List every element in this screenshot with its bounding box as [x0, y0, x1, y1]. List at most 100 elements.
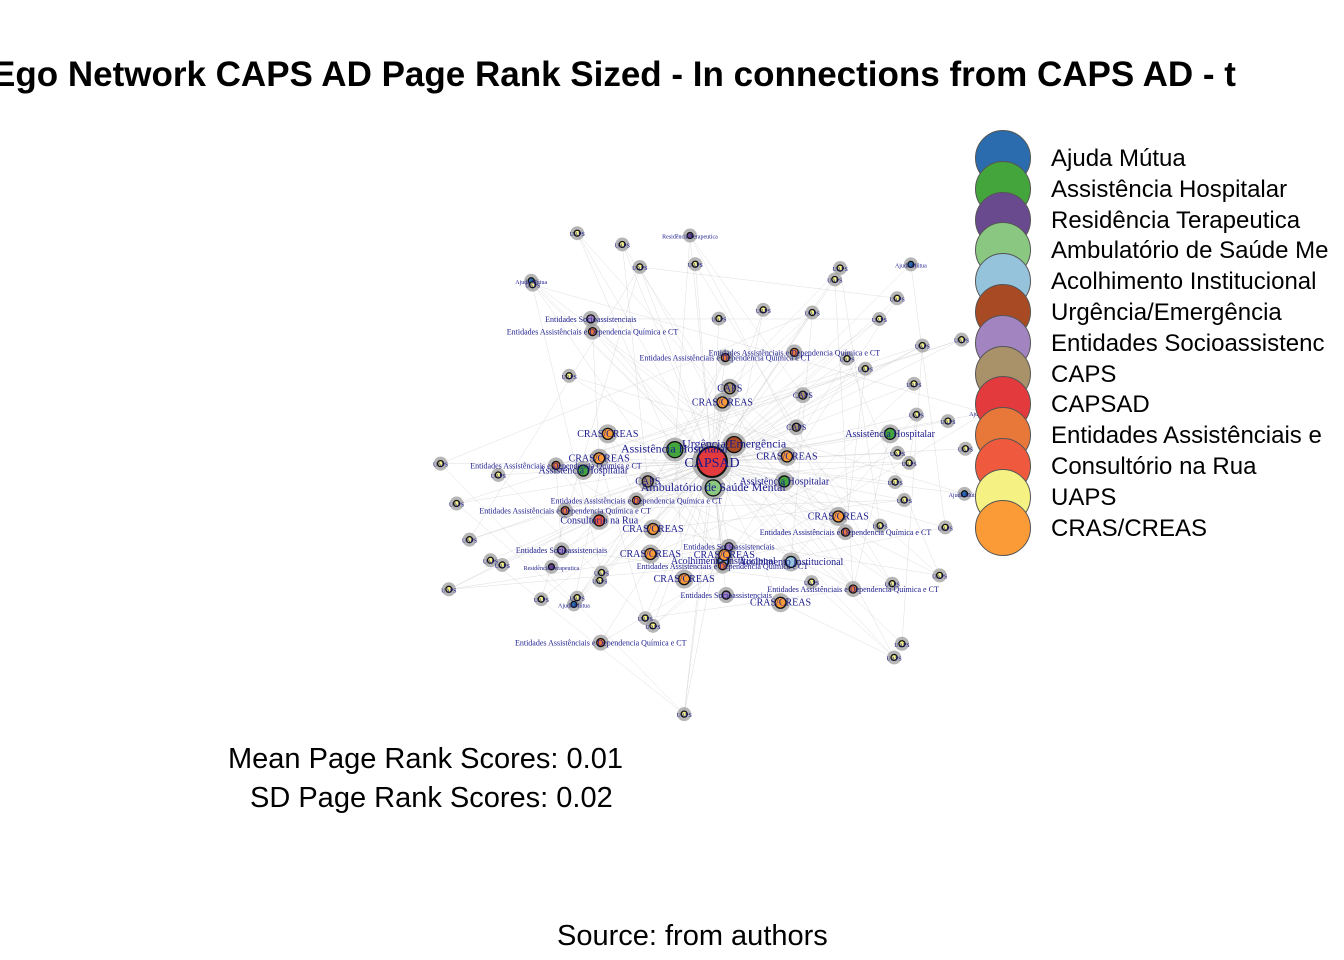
network-edge	[733, 444, 854, 590]
network-edge	[910, 264, 946, 528]
legend-label: Urgência/Emergência	[1051, 299, 1282, 326]
legend-label: Residência Terapeutica	[1051, 206, 1301, 234]
node-label: CRAS/CREAS	[750, 598, 811, 609]
node-label: UAPS	[832, 267, 847, 273]
legend-label: CAPSAD	[1051, 391, 1150, 419]
network-edge	[607, 433, 724, 562]
node-label: UAPS	[915, 345, 930, 351]
network-node	[890, 653, 898, 662]
network-node	[593, 514, 606, 527]
node-label: CRAS/CREAS	[577, 429, 638, 440]
network-node	[436, 459, 445, 468]
node-label: UAPS	[570, 232, 585, 238]
legend-item: Residência Terapeutica	[975, 191, 1344, 248]
node-label: Assistência Hospitalar	[845, 429, 935, 440]
legend-item: Entidades Socioassistenc	[975, 314, 1344, 371]
network-nodes	[436, 229, 989, 718]
node-label: UAPS	[433, 463, 448, 469]
network-edge	[711, 448, 966, 463]
network-node	[596, 637, 606, 648]
network-edge	[713, 487, 846, 533]
network-edge	[576, 233, 723, 566]
network-node	[883, 427, 897, 440]
network-node	[780, 450, 794, 463]
node-label: UAPS	[901, 462, 916, 468]
network-node	[452, 499, 461, 508]
legend-label: CAPS	[1051, 360, 1117, 388]
node-label: UAPS	[858, 368, 873, 374]
network-edge	[711, 461, 854, 590]
node-label: CRAS/CREAS	[569, 453, 630, 464]
network-node	[935, 571, 944, 580]
network-edge	[440, 463, 685, 715]
network-edge	[598, 458, 646, 619]
network-edge	[622, 244, 854, 590]
network-edge	[456, 461, 713, 504]
node-label: UAPS	[839, 358, 854, 364]
legend-label: Ambulatório de Saúde Me	[1051, 237, 1329, 265]
network-node	[704, 479, 722, 497]
legend-item: CRAS/CREAS	[975, 499, 1344, 556]
network-node	[573, 594, 581, 602]
node-label: UAPS	[887, 481, 902, 487]
network-node	[898, 640, 906, 648]
network-edge	[498, 474, 654, 627]
network-edge	[561, 549, 812, 583]
network-node	[691, 260, 699, 268]
legend-item: Entidades Assistênciais e	[975, 407, 1344, 464]
network-node	[631, 495, 642, 506]
network-edge	[711, 461, 903, 644]
node-label: Entidades Socioassistenciais	[545, 315, 636, 324]
network-edge	[565, 461, 713, 511]
network-node	[912, 410, 921, 419]
network-node	[774, 596, 787, 609]
network-node	[848, 584, 858, 594]
network-node	[666, 441, 684, 459]
network-node	[891, 478, 899, 486]
mean-page-rank: Mean Page Rank Scores: 0.01	[228, 743, 623, 775]
legend-label: Ajuda Mútua	[1051, 145, 1186, 172]
network-node	[843, 355, 851, 363]
network-edge	[711, 267, 841, 463]
network-edge	[592, 331, 713, 463]
node-label: UAPS	[805, 312, 820, 318]
legend-label: Acolhimento Institucional	[1051, 268, 1317, 296]
node-label: Entidades Assistênciais e Dependencia Qu…	[640, 354, 812, 363]
network-edge	[650, 553, 724, 562]
node-label: CRAS/CREAS	[654, 574, 715, 585]
node-label: UAPS	[615, 243, 630, 249]
network-edge	[711, 298, 898, 463]
network-edge	[711, 345, 923, 463]
network-edge	[645, 461, 713, 619]
network-node	[957, 336, 966, 344]
network-node	[593, 452, 606, 465]
network-edge	[811, 581, 895, 658]
node-label: UAPS	[940, 420, 955, 426]
node-label: Assistência Hospitalar	[739, 476, 829, 487]
network-edge	[456, 503, 575, 605]
network-node	[784, 555, 798, 569]
network-edge	[711, 461, 905, 501]
node-label: UAPS	[897, 499, 912, 505]
network-node	[720, 352, 730, 363]
network-node	[678, 572, 691, 586]
node-label: Residência Terapeutica	[524, 566, 580, 572]
network-edge	[674, 449, 685, 580]
network-node	[537, 595, 545, 603]
node-label: Entidades Assistênciais e Dependencia Qu…	[767, 585, 939, 594]
network-edge	[639, 266, 898, 299]
node-label: UAPS	[894, 643, 909, 649]
node-label: UAPS	[449, 503, 464, 509]
legend-item: Assistência Hospitalar	[975, 160, 1344, 217]
legend-item: Ajuda Mútua	[975, 130, 1344, 186]
node-label: CRAS/CREAS	[756, 451, 817, 462]
network-node	[941, 523, 949, 532]
network-node	[778, 475, 791, 488]
network-node	[888, 580, 896, 588]
network-node	[961, 445, 970, 453]
node-label: UAPS	[885, 583, 900, 589]
network-edge	[689, 235, 846, 533]
network-edge	[852, 433, 891, 590]
legend-item: UAPS	[975, 468, 1344, 525]
